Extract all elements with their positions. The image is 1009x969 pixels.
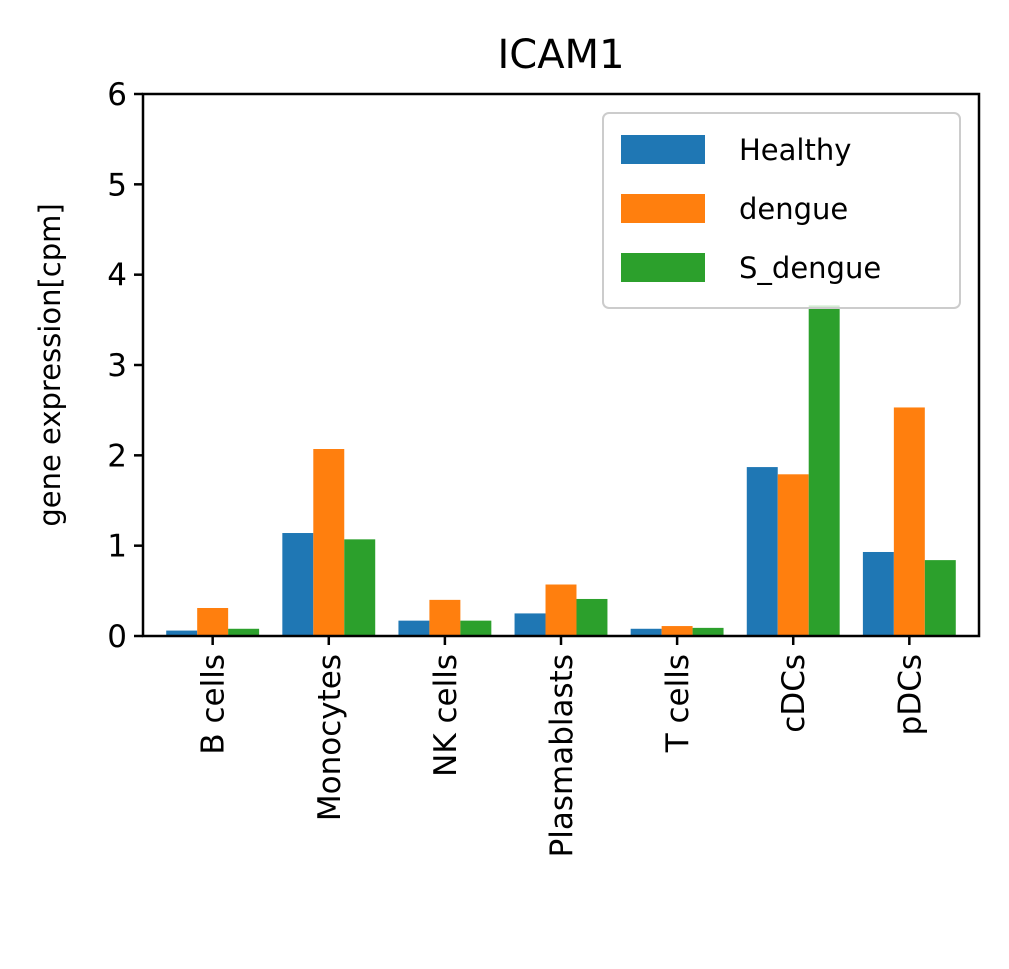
y-tick-label: 5 — [107, 167, 127, 203]
x-tick-label: NK cells — [428, 654, 464, 777]
bar-healthy-cdcs — [746, 467, 778, 636]
bar-healthy-plasmablasts — [514, 613, 546, 636]
y-tick-label: 6 — [107, 77, 127, 113]
bar-dengue-b-cells — [197, 607, 229, 636]
bars-group — [166, 305, 956, 636]
y-tick-label: 2 — [107, 438, 127, 474]
y-tick-label: 3 — [107, 348, 127, 384]
y-tick-label: 4 — [107, 258, 127, 294]
x-tick-label: cDCs — [776, 654, 812, 733]
x-tick-label: T cells — [660, 654, 696, 753]
bar-dengue-pdcs — [893, 407, 925, 636]
bar-s-dengue-cdcs — [808, 305, 840, 636]
legend-swatch — [621, 194, 705, 223]
y-axis: 0 1 2 3 4 5 6 — [107, 77, 143, 655]
bar-healthy-nk-cells — [398, 620, 430, 636]
bar-healthy-monocytes — [282, 533, 314, 636]
legend-label: Healthy — [739, 133, 851, 167]
y-tick-label: 0 — [107, 619, 127, 655]
x-tick-label: Monocytes — [312, 654, 348, 821]
bar-healthy-t-cells — [630, 628, 662, 636]
bar-dengue-monocytes — [313, 449, 345, 636]
bar-dengue-cdcs — [777, 474, 809, 636]
x-tick-label: Plasmablasts — [544, 654, 580, 857]
legend-label: dengue — [739, 192, 848, 226]
y-tick-label: 1 — [107, 529, 127, 565]
bar-s-dengue-pdcs — [924, 560, 956, 636]
x-tick-label: pDCs — [892, 654, 928, 735]
legend-swatch — [621, 135, 705, 164]
y-axis-label: gene expression[cpm] — [33, 203, 67, 526]
x-tick-label: B cells — [196, 654, 232, 755]
bar-s-dengue-plasmablasts — [576, 598, 608, 636]
legend: Healthy dengue S_dengue — [602, 112, 961, 309]
bar-dengue-t-cells — [661, 626, 693, 636]
bar-healthy-pdcs — [862, 551, 894, 636]
bar-dengue-nk-cells — [429, 599, 461, 636]
bar-s-dengue-monocytes — [344, 539, 376, 636]
plot-frame — [141, 92, 981, 638]
bar-s-dengue-b-cells — [228, 628, 260, 636]
bar-s-dengue-t-cells — [692, 627, 724, 636]
chart-title: ICAM1 — [497, 32, 624, 78]
x-axis: B cells Monocytes NK cells Plasmablasts T ce… — [196, 636, 928, 857]
bar-dengue-plasmablasts — [545, 584, 577, 636]
bar-healthy-b-cells — [166, 630, 198, 636]
legend-swatch — [621, 253, 705, 282]
bar-s-dengue-nk-cells — [460, 620, 492, 636]
legend-label: S_dengue — [739, 251, 881, 285]
